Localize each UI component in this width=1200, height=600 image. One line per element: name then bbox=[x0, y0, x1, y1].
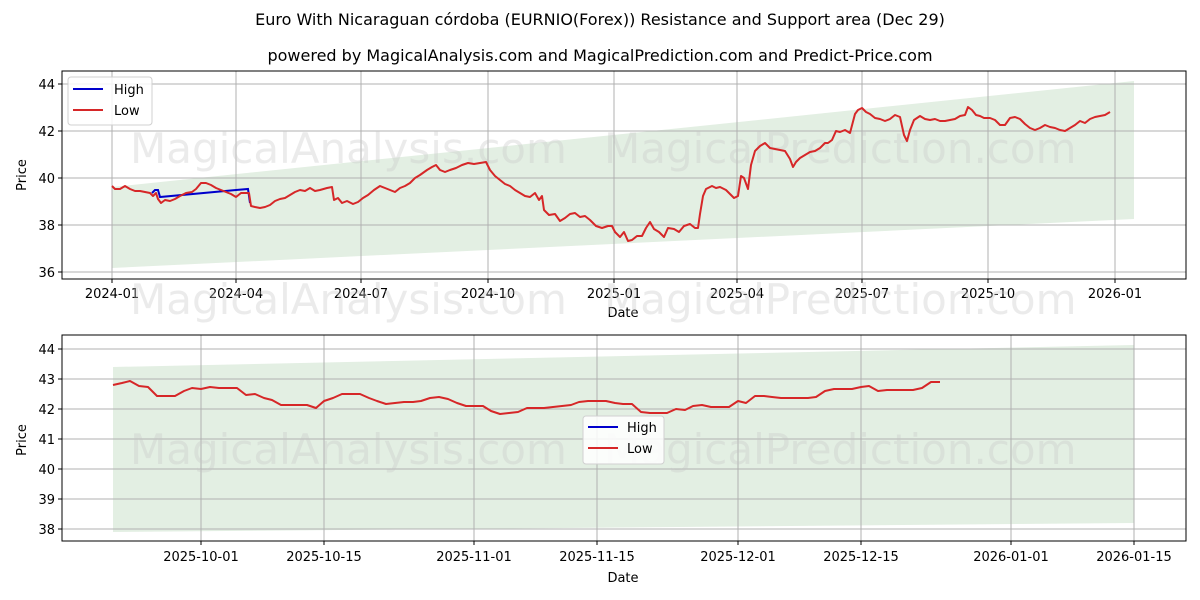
legend: High Low bbox=[582, 415, 665, 465]
x-axis-label: Date bbox=[607, 571, 638, 586]
x-tick-label: 2025-12-15 bbox=[823, 550, 899, 565]
y-tick-label: 43 bbox=[38, 373, 55, 388]
high-line bbox=[151, 187, 251, 204]
x-tick-label: 2026-01-15 bbox=[1096, 550, 1172, 565]
y-tick-label: 40 bbox=[38, 463, 55, 478]
y-tick-label: 39 bbox=[38, 493, 55, 508]
x-tick-label: 2025-10-01 bbox=[163, 550, 239, 565]
y-axis: 44 42 40 38 36 Price bbox=[15, 78, 62, 281]
y-tick-label: 38 bbox=[38, 219, 55, 234]
watermark-text: MagicalAnalysis.com bbox=[130, 425, 567, 474]
plot-frame bbox=[61, 334, 1187, 542]
x-tick-label: 2024-10 bbox=[461, 287, 515, 302]
x-tick-label: 2024-07 bbox=[334, 287, 388, 302]
x-tick-label: 2025-12-01 bbox=[700, 550, 776, 565]
watermark-text: MagicalAnalysis.com bbox=[130, 275, 567, 324]
legend-high-label: High bbox=[114, 83, 144, 98]
watermark-text: MagicalPrediction.com bbox=[604, 275, 1077, 324]
x-axis-label: Date bbox=[607, 306, 638, 321]
y-axis: 44 43 42 41 40 39 38 Price bbox=[15, 343, 62, 538]
x-tick-label: 2025-10 bbox=[961, 287, 1015, 302]
y-tick-label: 44 bbox=[38, 343, 55, 358]
y-tick-label: 40 bbox=[38, 172, 55, 187]
y-tick-label: 41 bbox=[38, 433, 55, 448]
x-tick-label: 2025-04 bbox=[710, 287, 764, 302]
chart-title: Euro With Nicaraguan córdoba (EURNIO(For… bbox=[255, 10, 945, 29]
x-tick-label: 2024-04 bbox=[209, 287, 263, 302]
legend: High Low bbox=[67, 76, 153, 126]
y-tick-label: 42 bbox=[38, 403, 55, 418]
x-tick-label: 2025-10-15 bbox=[286, 550, 362, 565]
y-tick-label: 36 bbox=[38, 266, 55, 281]
low-line bbox=[112, 380, 940, 415]
chart-subtitle: powered by MagicalAnalysis.com and Magic… bbox=[267, 46, 933, 65]
y-tick-label: 44 bbox=[38, 78, 55, 93]
x-tick-label: 2026-01 bbox=[1088, 287, 1142, 302]
top-chart: MagicalAnalysis.com MagicalPrediction.co… bbox=[15, 70, 1187, 324]
legend-low-label: Low bbox=[114, 104, 140, 119]
legend-high-label: High bbox=[627, 421, 657, 436]
grid bbox=[62, 71, 1186, 279]
grid bbox=[62, 335, 1186, 541]
plot-frame bbox=[61, 70, 1187, 280]
legend-low-label: Low bbox=[627, 442, 653, 457]
y-axis-label: Price bbox=[15, 424, 30, 456]
support-resistance-band bbox=[112, 81, 1134, 268]
x-tick-label: 2025-01 bbox=[587, 287, 641, 302]
watermark-text: MagicalAnalysis.com bbox=[130, 124, 567, 173]
bottom-chart: MagicalAnalysis.com MagicalPrediction.co… bbox=[15, 334, 1187, 586]
x-tick-label: 2026-01-01 bbox=[973, 550, 1049, 565]
x-axis: 2024-01 2024-04 2024-07 2024-10 2025-01 … bbox=[85, 279, 1142, 321]
y-axis-label: Price bbox=[15, 159, 30, 191]
low-line bbox=[111, 106, 1111, 242]
watermark-text: MagicalPrediction.com bbox=[604, 425, 1077, 474]
x-tick-label: 2025-11-01 bbox=[436, 550, 512, 565]
x-tick-label: 2025-07 bbox=[835, 287, 889, 302]
y-tick-label: 38 bbox=[38, 523, 55, 538]
x-axis: 2025-10-01 2025-10-15 2025-11-01 2025-11… bbox=[163, 541, 1172, 586]
y-tick-label: 42 bbox=[38, 125, 55, 140]
x-tick-label: 2025-11-15 bbox=[559, 550, 635, 565]
x-tick-label: 2024-01 bbox=[85, 287, 139, 302]
